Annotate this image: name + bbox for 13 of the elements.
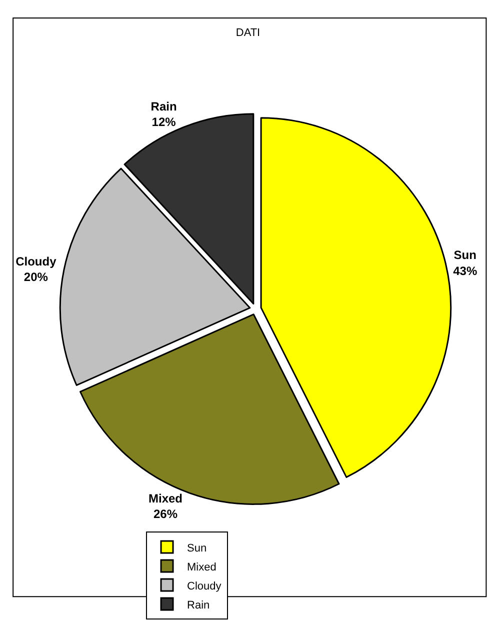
data-label: 20% (24, 270, 48, 284)
data-label: 12% (152, 114, 176, 129)
legend-label: Mixed (187, 561, 216, 574)
slice-label: Rain (150, 99, 177, 114)
data-label: 26% (153, 507, 178, 522)
slice-label: Mixed (148, 492, 183, 506)
legend-label: Rain (187, 599, 210, 612)
data-label: 43% (453, 264, 478, 278)
legend-label: Cloudy (187, 580, 222, 592)
slice-label: Sun (454, 248, 476, 262)
legend-label: Sun (187, 542, 207, 554)
chart-title: DATI (236, 27, 260, 40)
slice-label: Cloudy (16, 254, 57, 268)
